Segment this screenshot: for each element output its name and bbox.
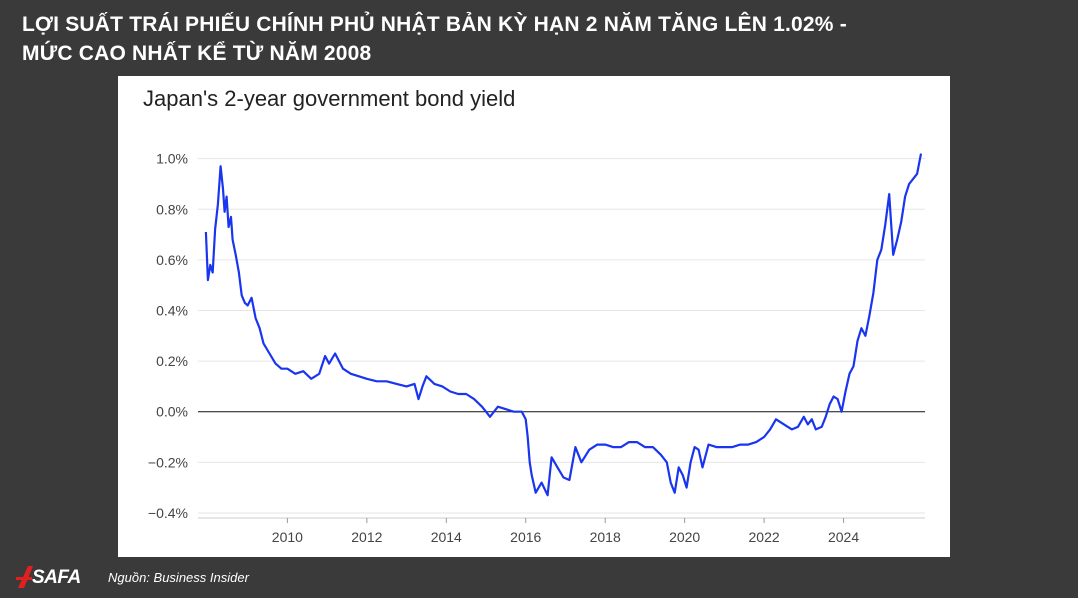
headline-line-2: MỨC CAO NHẤT KỂ TỪ NĂM 2008 xyxy=(22,42,372,65)
x-tick-label: 2016 xyxy=(510,529,541,545)
footer: SAFA Nguồn: Business Insider xyxy=(0,560,1078,598)
y-tick-label: −0.4% xyxy=(148,505,188,521)
chart-title: Japan's 2-year government bond yield xyxy=(143,86,516,111)
x-tick-label: 2010 xyxy=(272,529,303,545)
logo-text: SAFA xyxy=(32,567,81,588)
x-tick-label: 2020 xyxy=(669,529,700,545)
x-tick-label: 2012 xyxy=(351,529,382,545)
logo-mark-icon xyxy=(16,566,33,588)
x-tick-label: 2018 xyxy=(590,529,621,545)
source-credit: Nguồn: Business Insider xyxy=(108,570,249,585)
chart-card: Japan's 2-year government bond yield 1.0… xyxy=(118,76,950,557)
y-tick-label: −0.2% xyxy=(148,454,188,470)
y-tick-label: 1.0% xyxy=(156,151,188,167)
chart-svg: 1.0% 0.8% 0.6% 0.4% 0.2% 0.0% −0.2% −0.4% 2010 20… xyxy=(148,151,925,545)
y-tick-label: 0.4% xyxy=(156,302,188,318)
safa-logo: SAFA xyxy=(16,564,88,590)
headline-line-1: LỢI SUẤT TRÁI PHIẾU CHÍNH PHỦ NHẬT BẢN K… xyxy=(22,13,847,36)
x-tick-label: 2024 xyxy=(828,529,859,545)
y-tick-label: 0.2% xyxy=(156,353,188,369)
headline: LỢI SUẤT TRÁI PHIẾU CHÍNH PHỦ NHẬT BẢN K… xyxy=(22,10,1062,68)
y-tick-label: 0.0% xyxy=(156,404,188,420)
series-line xyxy=(204,153,923,497)
y-tick-label: 0.8% xyxy=(156,201,188,217)
y-tick-label: 0.6% xyxy=(156,252,188,268)
x-tick-label: 2022 xyxy=(749,529,780,545)
x-tick-label: 2014 xyxy=(431,529,462,545)
